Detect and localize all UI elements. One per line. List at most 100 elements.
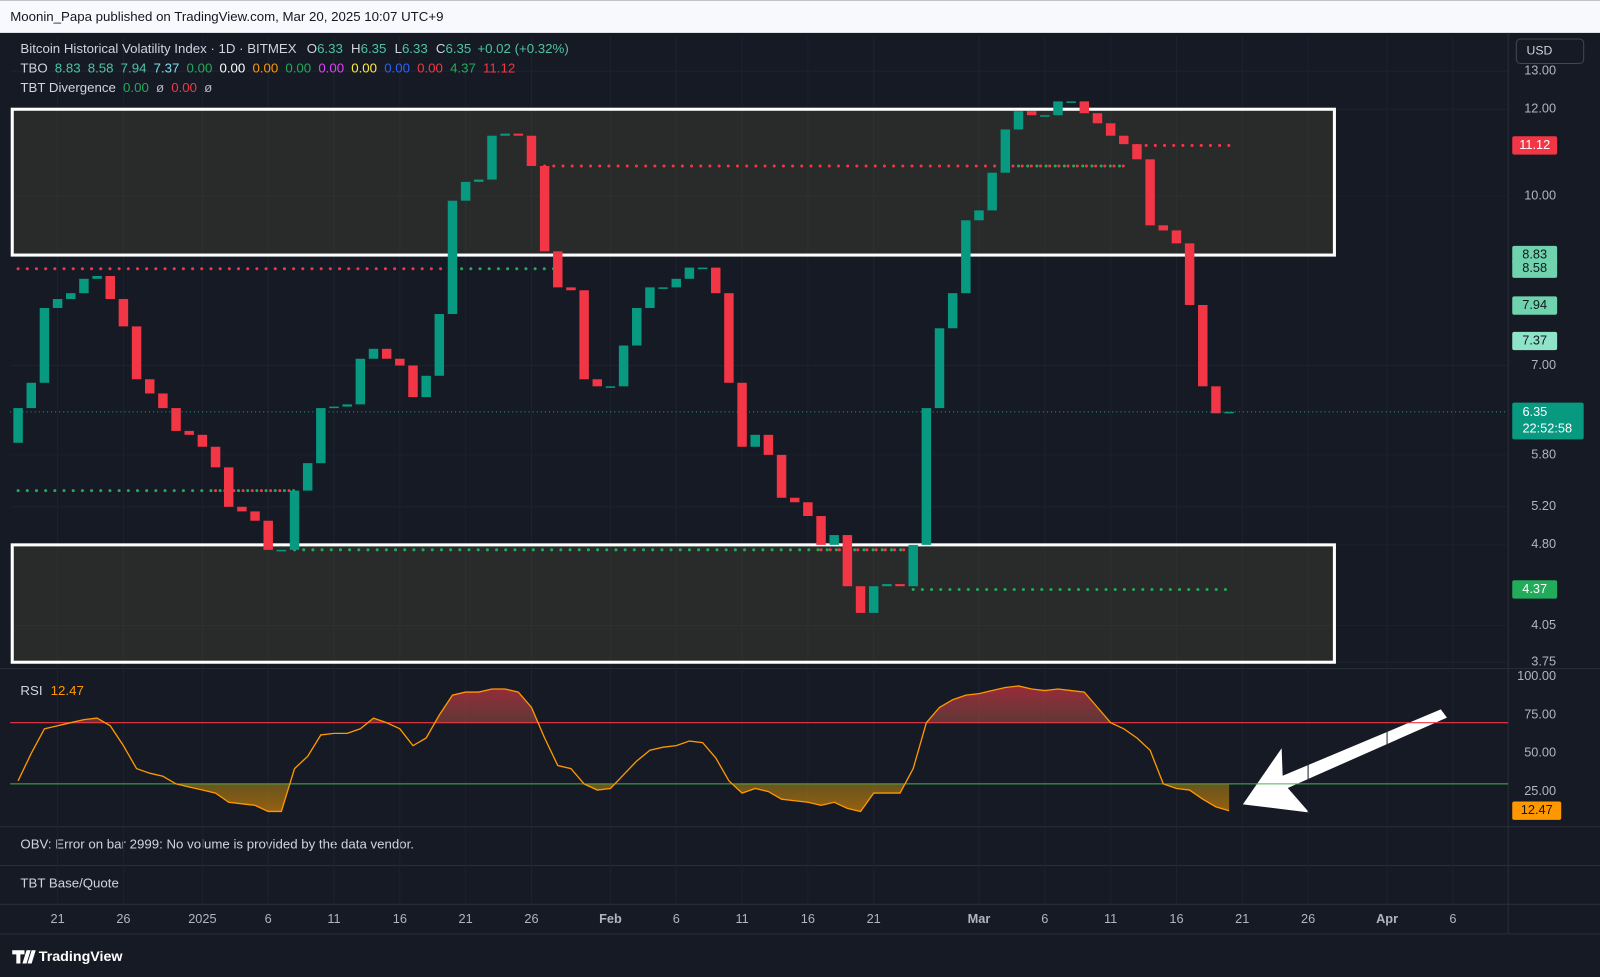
y-tick-label: 5.80 [1531,446,1556,461]
symbol: Bitcoin Historical Volatility Index · 1D… [20,41,296,56]
price-tag-label: 7.94 [1522,297,1547,312]
candle-body [526,135,537,166]
legend-symbol: Bitcoin Historical Volatility Index · 1D… [20,41,568,56]
candle-body [618,345,629,387]
currency-button[interactable] [1515,38,1585,65]
byline: Moonin_Papa published on TradingView.com… [10,9,443,24]
candle-body [1026,111,1037,116]
x-tick-label: 6 [1041,911,1048,926]
candle-body [118,299,129,327]
candle-body [289,490,300,550]
ohlc-label: H [351,41,361,56]
candle-body [750,434,760,447]
rsi-name: RSI [20,683,42,698]
candle-body [684,267,695,279]
candle-body [197,434,208,447]
candle-body [1198,304,1208,387]
candle-body [487,135,497,180]
tbo-value: 0.00 [219,60,245,75]
tbt-value: ø [204,79,212,94]
candle-body [1092,113,1103,124]
candle-body [381,348,392,359]
price-tag-label: 8.58 [1522,260,1547,275]
ohlc-value: 6.33 [317,41,343,56]
candle-body [171,408,181,431]
candle-body [250,511,260,521]
tbo-value: 0.00 [318,60,344,75]
candle-body [395,358,405,366]
candle-body [539,165,550,252]
x-tick-label: 11 [327,911,340,926]
y-tick-label: 12.00 [1524,101,1556,116]
candle-body [908,544,918,587]
candle-body [882,584,892,587]
candle-body [105,275,115,300]
tbo-value: 0.00 [417,60,443,75]
price-tag [1512,296,1558,315]
brand-logo [12,950,36,964]
candle-body [1053,101,1063,116]
tbt-value: 0.00 [171,79,197,94]
currency[interactable]: USD [1527,43,1553,57]
tbo-value: 8.83 [55,60,81,75]
candle-body [434,314,445,376]
candle-body [947,293,958,329]
candle-body [316,408,326,464]
x-tick-label: 6 [673,911,680,926]
tbt-label: TBT Divergence [20,79,116,94]
candle-body [158,393,168,409]
candle-body [26,382,37,409]
tbt-pane-label: TBT Base/Quote [20,875,118,890]
candle-body [144,379,155,394]
ohlc-label: C [436,41,446,56]
tbo-label: TBO [20,60,47,75]
candle-body [408,365,418,398]
candle-body [895,584,905,587]
candle-body [855,586,866,613]
y-tick-label: 13.00 [1524,63,1556,78]
candle-body [934,328,945,409]
tbo-value: 0.00 [187,60,213,75]
candle-body [776,454,787,498]
candle-body [1171,230,1182,244]
price-tag [1512,580,1558,599]
candle-body [1013,111,1024,130]
price-tag [1512,331,1558,351]
x-tick-label: 16 [1169,911,1183,926]
rsi-tick-label: 75.00 [1524,706,1556,721]
legend-tbo: TBO 8.83 8.58 7.94 7.37 0.00 0.00 0.00 0.00 0.00 0… [20,60,515,75]
y-tick-label: 4.05 [1531,617,1556,632]
ohlc-value: 6.35 [361,41,387,56]
price-tag-label: 11.12 [1519,137,1550,152]
tbo-value: 11.12 [483,60,515,75]
candle-body [816,516,826,545]
tbt-value: ø [156,79,164,94]
candle-body [605,386,616,388]
y-tick-label: 10.00 [1524,187,1556,202]
brand: TradingView [39,949,124,965]
candle-body [342,404,352,407]
candle-body [39,307,50,383]
candle-body [1119,135,1129,145]
tbo-value: 0.00 [351,60,377,75]
x-tick-label: 26 [524,911,538,926]
top-bar [0,0,1600,33]
candle-body [553,251,563,288]
ohlc-label: O [307,41,317,56]
x-tick-label: 6 [1449,911,1456,926]
rsi-value: 12.47 [51,683,84,698]
candle-body [355,358,366,405]
rsi-legend: RSI 12.47 [20,683,83,698]
ohlc-label: L [395,41,402,56]
x-tick-label: 21 [867,911,881,926]
candle-body [13,408,23,443]
candle-body [1145,159,1155,226]
x-tick-label: 16 [801,911,815,926]
candle-body [961,220,971,294]
candle-body [302,463,313,491]
candle-body [803,502,813,517]
candle-body [500,133,510,136]
zone-box [10,543,1336,664]
price-tag-label: 7.37 [1522,332,1547,347]
